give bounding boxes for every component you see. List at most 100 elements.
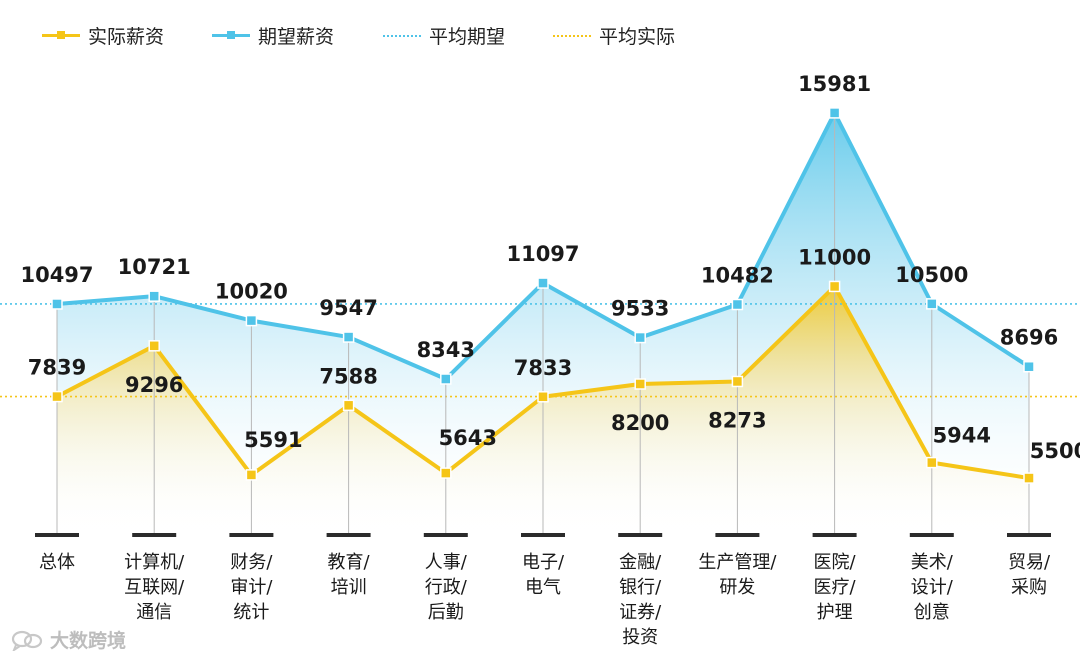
category-label: 护理 [817,602,853,623]
expected-point [926,298,938,310]
category-tick [132,533,177,537]
expected-point [1023,360,1035,373]
expected-value-label: 11097 [506,242,579,266]
actual-point [828,280,841,293]
expected-value-label: 10020 [215,280,288,304]
expected-point [828,107,841,119]
category-label: 生产管理/ [698,552,777,573]
category-label: 教育/ [328,552,371,573]
actual-point [537,391,549,403]
expected-value-label: 8696 [1000,326,1058,350]
category-label: 行政/ [425,577,468,598]
legend-item-expected: 期望薪资 [212,20,334,50]
actual-point [1023,472,1035,484]
actual-point [51,390,63,403]
category-label: 投资 [622,627,658,648]
category-label: 医疗/ [814,577,857,598]
expected-point [537,277,549,289]
expected-value-label: 10482 [701,263,774,287]
actual-point [245,469,258,481]
legend-item-actual: 实际薪资 [42,20,164,50]
expected-point [440,373,452,385]
category-tick [423,533,468,537]
actual-value-label: 7588 [319,364,377,388]
legend-label-avg-expected: 平均期望 [429,25,506,48]
legend-swatch-expected-icon [212,27,250,43]
expected-point [148,290,160,302]
category-tick [35,533,79,537]
expected-value-label: 15981 [798,72,871,96]
category-label: 贸易/ [1008,552,1051,573]
actual-value-label: 9296 [125,373,183,397]
category-label: 人事/ [425,552,468,573]
legend-item-avg-expected: 平均期望 [383,20,505,50]
category-label: 培训 [331,577,367,598]
category-label: 银行/ [619,577,662,598]
chat-bubbles-icon [11,630,43,651]
legend: 实际薪资 期望薪资 平均期望 平均实际 [0,20,1080,50]
category-tick [812,533,857,537]
category-tick [521,533,565,537]
expected-value-label: 9547 [319,296,377,320]
category-label: 审计/ [230,577,273,598]
expected-value-label: 10500 [895,263,968,287]
expected-value-label: 9533 [611,297,669,321]
legend-label-actual: 实际薪资 [88,25,165,48]
category-label: 计算机/ [124,552,185,573]
category-label: 电子/ [522,552,565,573]
expected-value-label: 10497 [20,263,93,287]
category-label: 统计 [233,602,269,623]
actual-value-label: 5591 [244,428,302,452]
legend-label-expected: 期望薪资 [258,25,335,48]
category-label: 设计/ [911,577,954,598]
expected-point [634,331,646,344]
expected-point [731,298,744,311]
actual-point [926,456,938,469]
category-tick [909,533,954,537]
actual-point [440,467,452,479]
actual-value-label: 7833 [514,356,572,380]
category-label: 医院/ [814,552,857,573]
actual-value-label: 5500 [1030,439,1080,463]
watermark: 大数跨境 [10,626,126,653]
actual-point [731,375,744,388]
category-label: 通信 [136,602,172,623]
actual-point [342,399,355,412]
actual-value-label: 8273 [708,408,766,432]
category-tick [326,533,371,537]
actual-value-label: 7839 [28,356,86,380]
actual-value-label: 8200 [611,411,669,435]
category-label: 电气 [525,577,561,598]
category-label: 财务/ [230,552,273,573]
category-label: 后勤 [428,602,464,623]
category-tick [229,533,274,537]
expected-value-label: 10721 [118,255,191,279]
watermark-text: 大数跨境 [50,630,127,652]
legend-swatch-avg-actual-icon [553,27,591,43]
category-label: 证券/ [619,602,662,623]
legend-label-avg-actual: 平均实际 [599,25,676,48]
actual-point [148,340,160,352]
actual-value-label: 5643 [439,426,497,450]
actual-value-label: 5944 [933,424,991,448]
legend-swatch-actual-icon [42,27,80,43]
actual-point [634,378,646,390]
category-tick [618,533,663,537]
category-label: 创意 [914,602,950,623]
category-label: 总体 [39,552,75,573]
category-label: 研发 [719,577,755,598]
category-label: 金融/ [619,552,662,573]
expected-point [245,314,258,327]
expected-value-label: 8343 [417,338,475,362]
category-label: 美术/ [911,552,954,573]
category-label: 互联网/ [124,577,185,598]
expected-point [342,331,355,343]
category-tick [715,533,760,537]
category-tick [1007,533,1051,537]
category-label: 采购 [1011,577,1047,598]
actual-value-label: 11000 [798,245,871,269]
legend-swatch-avg-expected-icon [383,27,421,43]
legend-item-avg-actual: 平均实际 [553,20,675,50]
expected-point [51,298,63,310]
